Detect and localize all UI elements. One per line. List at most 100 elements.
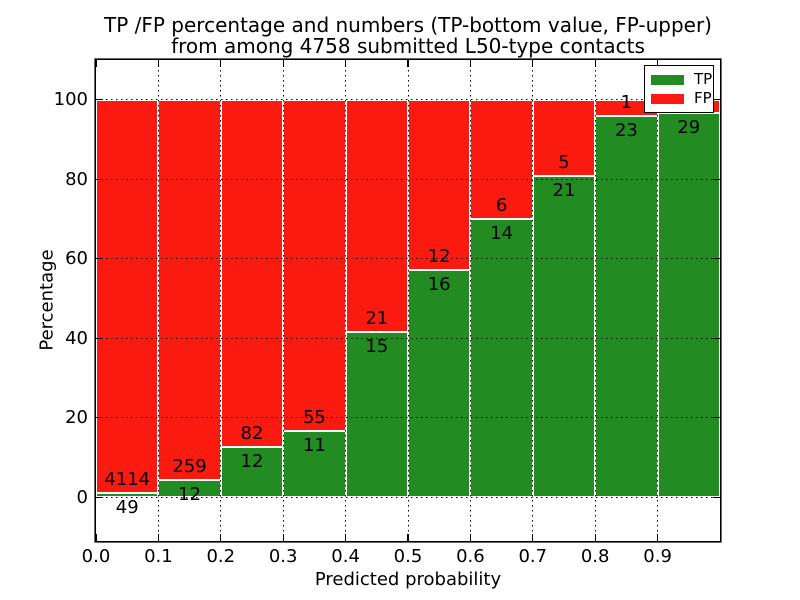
bar-segment-fp bbox=[408, 99, 471, 271]
bar-label-tp: 21 bbox=[552, 180, 576, 202]
y-tick-label: 100 bbox=[53, 89, 88, 111]
x-tick-label: 0.1 bbox=[144, 546, 173, 567]
bar-segment-tp bbox=[283, 431, 346, 498]
bar-segment-fp bbox=[470, 99, 533, 219]
x-tick bbox=[532, 60, 534, 67]
legend: TP FP bbox=[644, 65, 714, 113]
x-tick-label: 0.8 bbox=[580, 546, 610, 567]
y-tick bbox=[713, 178, 720, 180]
bar-label-tp: 11 bbox=[302, 435, 326, 457]
x-tick bbox=[157, 60, 160, 67]
y-tick-label: 60 bbox=[65, 248, 88, 270]
x-tick-label: 0.2 bbox=[206, 546, 236, 567]
bar-segment-fp bbox=[220, 99, 284, 447]
x-tick bbox=[407, 534, 409, 541]
y-tick bbox=[713, 99, 720, 101]
bar-segment-fp bbox=[158, 99, 221, 480]
y-tick bbox=[96, 417, 103, 419]
chart-title-line-1: TP /FP percentage and numbers (TP-bottom… bbox=[104, 13, 712, 37]
y-tick bbox=[713, 258, 720, 260]
bar-label-fp: 4114 bbox=[104, 468, 151, 490]
x-gridline bbox=[345, 60, 347, 541]
bar-label-tp: 12 bbox=[240, 450, 264, 472]
bar-label-tp: 49 bbox=[115, 496, 139, 518]
x-gridline bbox=[220, 60, 222, 541]
x-tick bbox=[95, 60, 97, 67]
bar-segment-tp bbox=[220, 446, 284, 498]
x-tick bbox=[157, 534, 160, 541]
legend-entry-fp: FP bbox=[651, 91, 712, 106]
y-tick-label: 20 bbox=[65, 407, 88, 429]
bar-segment-tp bbox=[657, 113, 720, 498]
bar-segment-fp bbox=[345, 99, 408, 332]
bar-segment-tp bbox=[408, 270, 471, 498]
chart-title-line-2: from among 4758 submitted L50-type conta… bbox=[171, 34, 645, 58]
y-tick-label: 80 bbox=[65, 168, 88, 190]
x-gridline bbox=[594, 60, 596, 541]
x-axis-label: Predicted probability bbox=[314, 569, 502, 590]
bar-segment-fp bbox=[532, 99, 596, 177]
plot-area: TP FP 4114 49 259 12 82 12 55 11 21 15 12 16 6 14 5 21 1… bbox=[95, 60, 720, 541]
y-tick bbox=[713, 417, 720, 419]
bar-segment-tp bbox=[595, 116, 658, 498]
legend-swatch-tp bbox=[651, 74, 684, 85]
bar-label-fp: 21 bbox=[365, 307, 389, 329]
x-tick bbox=[344, 60, 347, 67]
legend-entry-tp: TP bbox=[651, 72, 712, 87]
y-tick bbox=[96, 178, 103, 180]
x-tick bbox=[95, 534, 97, 541]
x-tick-label: 0.9 bbox=[643, 546, 672, 567]
x-tick bbox=[220, 60, 222, 67]
legend-label-tp: TP bbox=[694, 70, 713, 88]
legend-swatch-fp bbox=[651, 93, 684, 104]
bar-segment-tp bbox=[532, 176, 596, 498]
x-tick bbox=[344, 534, 347, 541]
x-gridline bbox=[407, 60, 409, 541]
x-tick-label: 0.7 bbox=[518, 546, 548, 567]
x-tick bbox=[656, 534, 659, 541]
bar-segment-fp bbox=[283, 99, 346, 432]
y-tick-label: 40 bbox=[65, 327, 88, 349]
bar-segment-tp bbox=[345, 331, 408, 498]
x-tick bbox=[594, 534, 596, 541]
bar-segment-tp bbox=[158, 479, 221, 498]
legend-label-fp: FP bbox=[694, 89, 712, 107]
bar-label-fp: 259 bbox=[172, 455, 207, 477]
x-gridline bbox=[657, 60, 659, 541]
x-tick-label: 0.6 bbox=[456, 546, 485, 567]
x-tick-label: 0.0 bbox=[81, 546, 111, 567]
y-tick bbox=[96, 496, 103, 498]
y-tick bbox=[96, 258, 103, 260]
x-gridline bbox=[157, 60, 159, 541]
bar-label-fp: 5 bbox=[558, 152, 570, 174]
bar-label-tp: 14 bbox=[490, 223, 514, 244]
y-tick bbox=[713, 337, 720, 339]
bar-label-tp: 15 bbox=[365, 335, 389, 357]
bar-segment-fp bbox=[96, 99, 159, 493]
chart-title: TP /FP percentage and numbers (TP-bottom… bbox=[96, 15, 720, 57]
y-tick-label: 0 bbox=[76, 486, 88, 508]
x-tick-label: 0.4 bbox=[331, 546, 360, 567]
x-tick bbox=[656, 60, 659, 67]
x-tick bbox=[282, 60, 284, 67]
x-tick bbox=[594, 60, 596, 67]
y-tick bbox=[96, 99, 103, 101]
bar-label-fp: 1 bbox=[620, 92, 633, 114]
y-tick bbox=[96, 337, 103, 339]
bar-label-tp: 29 bbox=[677, 117, 701, 138]
bar-label-tp: 16 bbox=[427, 274, 451, 296]
x-tick-label: 0.5 bbox=[393, 546, 423, 567]
bar-label-tp: 23 bbox=[614, 120, 638, 142]
x-tick bbox=[469, 534, 472, 541]
x-tick bbox=[220, 534, 222, 541]
x-gridline bbox=[532, 60, 534, 541]
bar-label-tp: 12 bbox=[178, 483, 202, 505]
y-tick bbox=[713, 496, 720, 498]
bar-segment-tp bbox=[470, 219, 533, 498]
x-gridline bbox=[282, 60, 284, 541]
x-tick bbox=[469, 60, 472, 67]
bar-label-fp: 6 bbox=[495, 195, 508, 216]
x-gridline bbox=[469, 60, 471, 541]
x-tick bbox=[407, 60, 409, 67]
